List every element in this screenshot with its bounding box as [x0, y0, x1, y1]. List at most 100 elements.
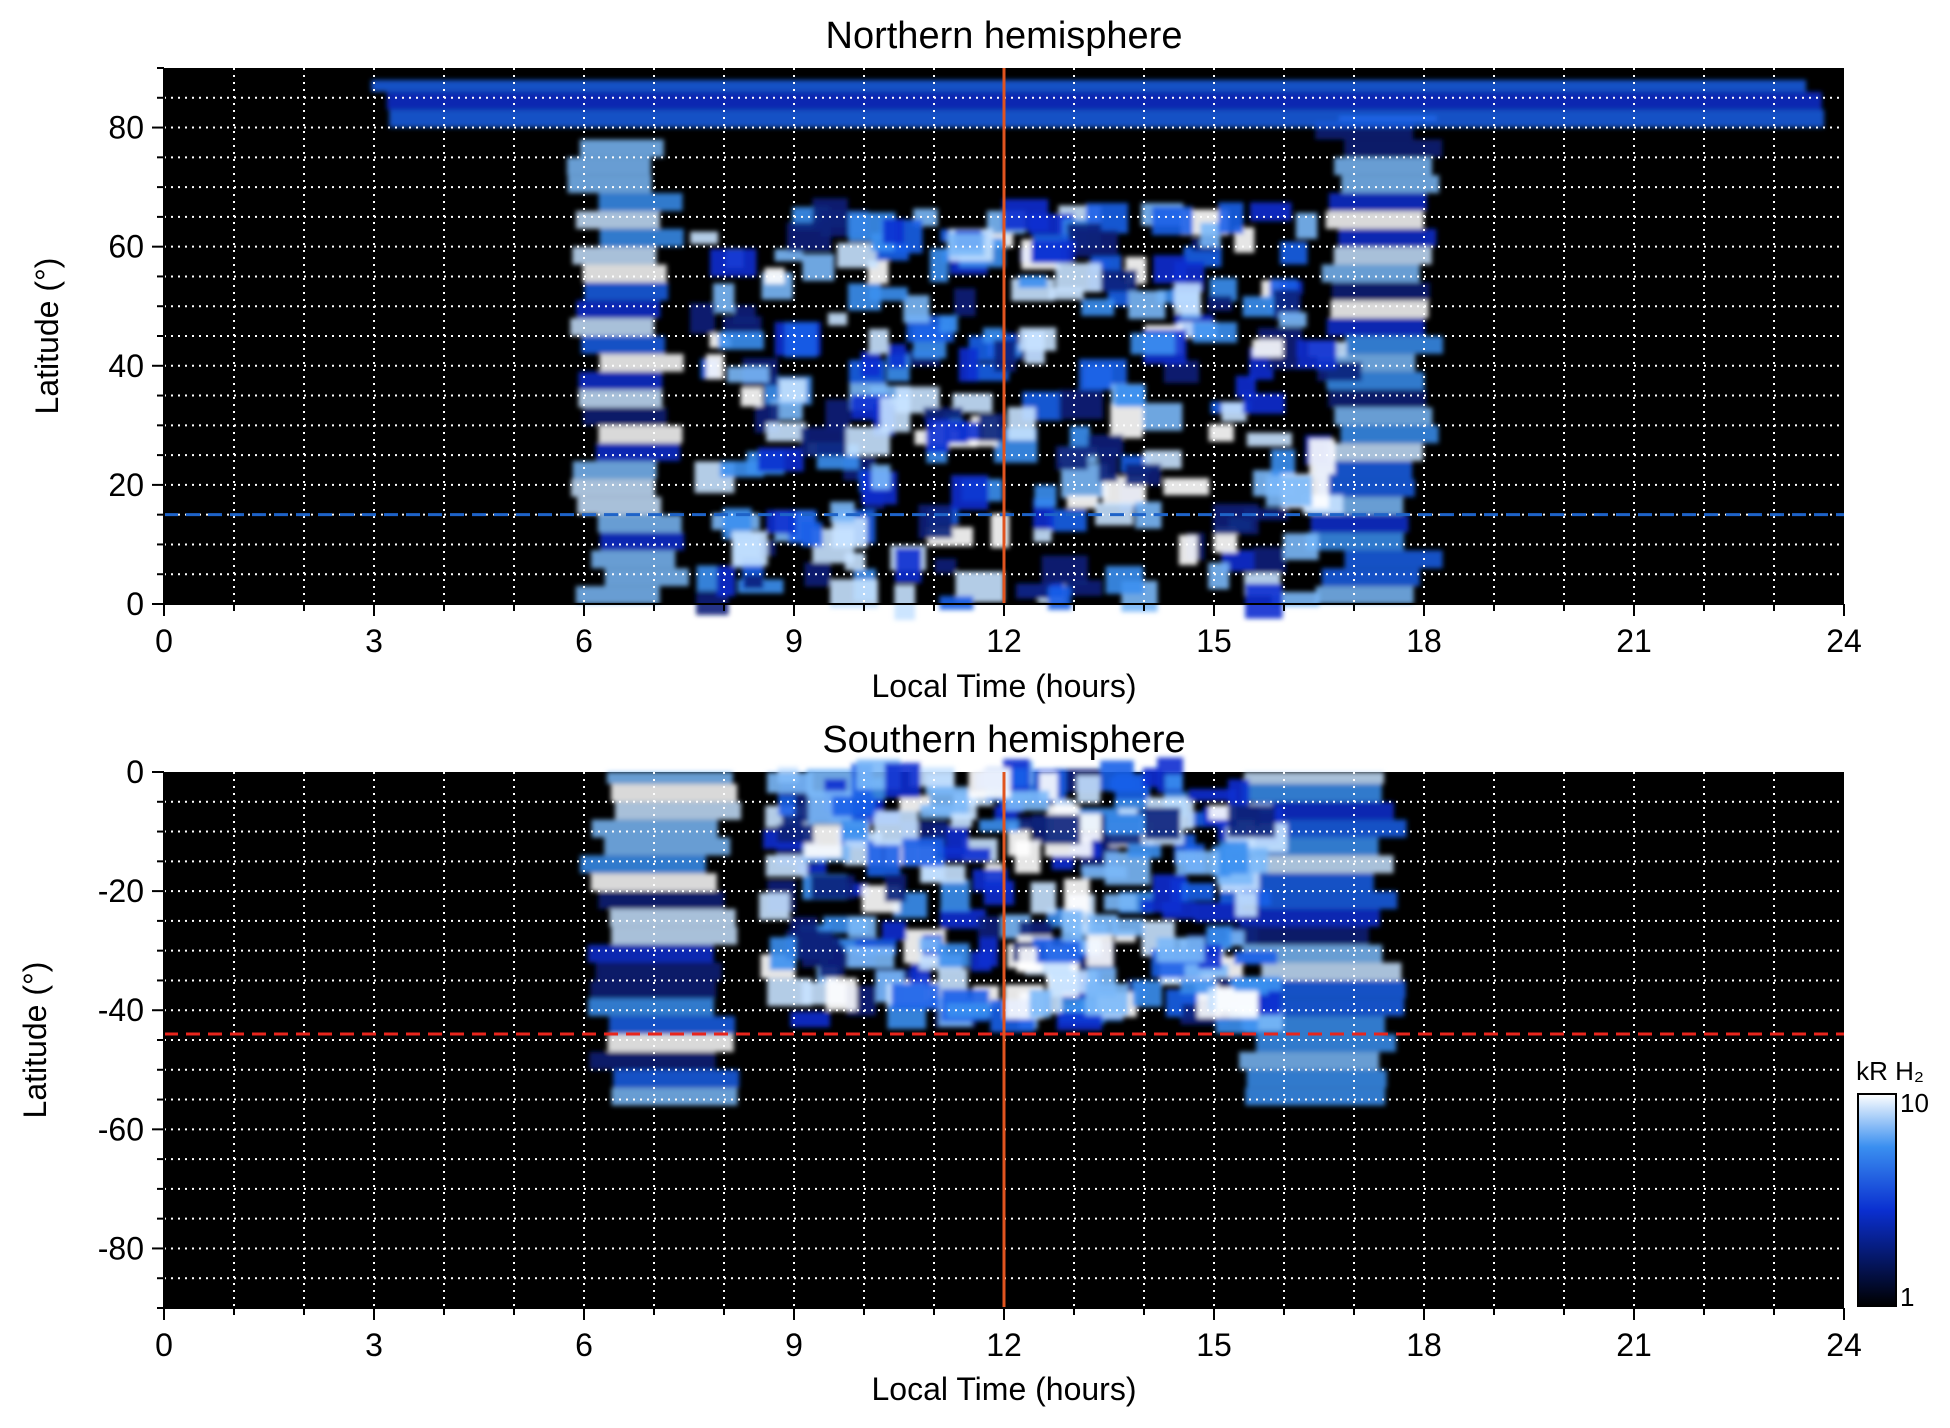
heat-band-cell — [1241, 783, 1382, 802]
dayside-patch — [918, 504, 953, 539]
dayside-patch — [1181, 883, 1215, 901]
heat-band-cell — [598, 425, 683, 444]
dayside-patch — [884, 762, 921, 798]
dayside-patch — [1227, 805, 1276, 838]
dayside-patch — [958, 347, 979, 382]
dayside-patch — [946, 233, 985, 256]
dayside-patch — [1178, 534, 1198, 566]
heat-band-cell — [1314, 461, 1413, 479]
dayside-patch — [860, 351, 881, 377]
dayside-patch — [1087, 914, 1118, 935]
heat-band-cell — [1325, 443, 1424, 462]
x-tick-label: 18 — [1406, 1327, 1442, 1363]
dayside-patch — [690, 231, 719, 245]
dayside-patch — [880, 397, 911, 433]
heat-band-cell — [575, 586, 660, 604]
dayside-patch — [1164, 774, 1183, 790]
heat-band-cell — [1330, 300, 1429, 319]
dayside-patch — [790, 1011, 830, 1028]
dayside-patch — [919, 937, 941, 952]
dayside-patch — [696, 565, 717, 592]
dayside-patch — [1207, 295, 1233, 312]
heat-band-cell — [1228, 926, 1369, 945]
dayside-patch — [1034, 484, 1057, 508]
dayside-patch — [1105, 565, 1144, 594]
heat-band-cell — [1265, 980, 1406, 999]
north-axes: 0 20 40 60 80 0 3 6 9 12 15 18 21 24 — [108, 67, 1862, 659]
dayside-patch — [1218, 202, 1244, 234]
dayside-patch — [844, 552, 866, 571]
south-title: Southern hemisphere — [822, 719, 1185, 761]
dayside-patch — [825, 978, 857, 1011]
dayside-patch — [982, 327, 1004, 343]
dayside-patch — [909, 767, 955, 787]
dayside-patch — [1267, 357, 1299, 370]
dayside-patch — [894, 584, 916, 620]
dayside-patch — [1066, 495, 1099, 509]
dayside-patch — [1208, 424, 1234, 442]
dayside-patch — [847, 916, 877, 938]
y-tick-label: -20 — [98, 873, 144, 909]
heat-band-cell — [599, 228, 684, 247]
dayside-patch — [954, 288, 976, 317]
dayside-patch — [743, 574, 764, 589]
heat-band-cell — [1321, 264, 1420, 283]
dayside-patch — [945, 420, 969, 444]
dayside-patch — [939, 595, 974, 610]
heat-band-cell — [1264, 998, 1405, 1017]
heat-band-cell — [566, 157, 651, 176]
heat-band-cell — [587, 944, 714, 963]
heat-band-cell — [1321, 568, 1420, 587]
dayside-patch — [934, 558, 957, 574]
dayside-patch — [800, 427, 847, 457]
dayside-patch — [1130, 333, 1175, 355]
y-tick-label: 0 — [126, 754, 144, 790]
heat-band-cell — [1246, 1069, 1387, 1088]
dayside-patch — [1100, 760, 1134, 792]
dayside-patch — [726, 366, 769, 383]
south-overlay-lines — [164, 772, 1844, 1308]
dayside-patch — [1064, 878, 1090, 912]
dayside-patch — [1209, 277, 1238, 302]
heat-band-cell — [598, 891, 725, 909]
dayside-patch — [1110, 402, 1143, 439]
dayside-patch — [1059, 389, 1104, 419]
dayside-patch — [759, 892, 790, 921]
dayside-patch — [732, 305, 756, 325]
heat-band-cell — [584, 282, 669, 301]
dayside-patch — [1030, 882, 1056, 914]
dayside-patch — [718, 331, 764, 350]
heat-band-cell — [1253, 801, 1394, 820]
heat-band-cell — [597, 514, 682, 533]
south-xlabel: Local Time (hours) — [872, 1371, 1137, 1407]
heat-band-cell — [1315, 586, 1414, 604]
y-tick-label: -80 — [98, 1230, 144, 1266]
dayside-patch — [941, 847, 991, 862]
dayside-patch — [830, 501, 855, 523]
dayside-patch — [1188, 788, 1237, 801]
x-tick-label: 0 — [155, 1327, 173, 1363]
dayside-patch — [767, 978, 812, 1007]
heat-band-cell — [1325, 210, 1424, 229]
dayside-patch — [902, 838, 944, 867]
heat-band-cell — [572, 246, 657, 265]
heat-band-cell — [575, 210, 660, 229]
dayside-patch — [871, 464, 891, 490]
north-xlabel: Local Time (hours) — [872, 668, 1137, 704]
y-tick-label: 20 — [108, 467, 144, 503]
heat-band-cell — [596, 443, 681, 462]
dayside-patch — [977, 916, 1001, 937]
dayside-patch — [1219, 841, 1249, 874]
dayside-patch — [1235, 892, 1258, 917]
heat-band-cell — [1334, 157, 1433, 176]
heat-band-cell — [371, 79, 1807, 92]
dayside-patch — [881, 920, 907, 941]
heat-band-cell — [1266, 819, 1407, 838]
dayside-patch — [1055, 446, 1088, 470]
heat-band-cell — [1340, 425, 1439, 444]
dayside-patch — [1004, 790, 1050, 811]
dayside-patch — [1162, 901, 1196, 920]
y-tick-label: 0 — [126, 586, 144, 622]
heat-band-cell — [578, 389, 663, 408]
dayside-patch — [719, 460, 764, 478]
